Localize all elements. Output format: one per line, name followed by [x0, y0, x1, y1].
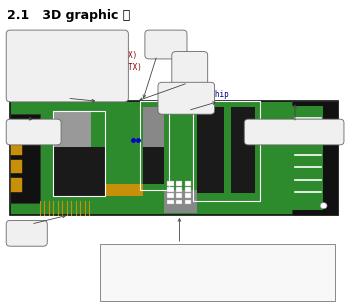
- FancyBboxPatch shape: [10, 114, 40, 203]
- FancyBboxPatch shape: [164, 190, 197, 213]
- Text: Base Band Chip: Base Band Chip: [164, 90, 229, 99]
- Circle shape: [320, 203, 327, 209]
- FancyBboxPatch shape: [292, 106, 323, 210]
- FancyBboxPatch shape: [145, 30, 187, 59]
- FancyBboxPatch shape: [53, 111, 91, 154]
- FancyBboxPatch shape: [6, 220, 47, 246]
- Text: PIN 1: 3.0V POWER
PIN 2: TX(Connect UART RX)
PIN 3: RX (Connect UART TX)
PIN 4: : PIN 1: 3.0V POWER PIN 2: TX(Connect UART…: [17, 38, 142, 85]
- Text: USB Connecter: USB Connecter: [12, 126, 72, 135]
- FancyBboxPatch shape: [185, 200, 191, 204]
- FancyBboxPatch shape: [292, 101, 338, 215]
- FancyBboxPatch shape: [185, 193, 191, 198]
- FancyBboxPatch shape: [176, 181, 182, 186]
- FancyBboxPatch shape: [167, 181, 174, 186]
- FancyBboxPatch shape: [105, 184, 143, 196]
- FancyBboxPatch shape: [176, 200, 182, 204]
- FancyBboxPatch shape: [176, 193, 182, 198]
- Text: J3:   SLEEP Control  （0: Working mode, 1: Power
Down mode）
J4:   D/C Control: J3: SLEEP Control （0: Working mode, 1: P…: [105, 248, 323, 282]
- FancyBboxPatch shape: [167, 193, 174, 198]
- FancyBboxPatch shape: [244, 119, 344, 145]
- Text: LED2: LED2: [151, 38, 170, 47]
- Text: LED1
7: LED1 7: [178, 59, 197, 80]
- FancyBboxPatch shape: [6, 119, 61, 145]
- FancyBboxPatch shape: [172, 52, 208, 87]
- FancyBboxPatch shape: [10, 101, 338, 215]
- FancyBboxPatch shape: [100, 244, 335, 301]
- FancyBboxPatch shape: [197, 107, 224, 193]
- FancyBboxPatch shape: [6, 30, 128, 102]
- FancyBboxPatch shape: [53, 147, 105, 196]
- FancyBboxPatch shape: [11, 178, 22, 192]
- FancyBboxPatch shape: [167, 200, 174, 204]
- Text: 2.1   3D graphic ：: 2.1 3D graphic ：: [7, 9, 130, 22]
- FancyBboxPatch shape: [185, 181, 191, 186]
- FancyBboxPatch shape: [176, 187, 182, 192]
- FancyBboxPatch shape: [167, 187, 174, 192]
- Text: LDO 3V: LDO 3V: [12, 228, 40, 237]
- FancyBboxPatch shape: [231, 107, 255, 193]
- FancyBboxPatch shape: [185, 187, 191, 192]
- Text: WM2500S Connecter: WM2500S Connecter: [250, 126, 329, 135]
- FancyBboxPatch shape: [11, 141, 22, 155]
- FancyBboxPatch shape: [143, 107, 164, 147]
- FancyBboxPatch shape: [11, 123, 22, 137]
- FancyBboxPatch shape: [143, 147, 164, 184]
- FancyBboxPatch shape: [11, 160, 22, 173]
- FancyBboxPatch shape: [158, 82, 215, 114]
